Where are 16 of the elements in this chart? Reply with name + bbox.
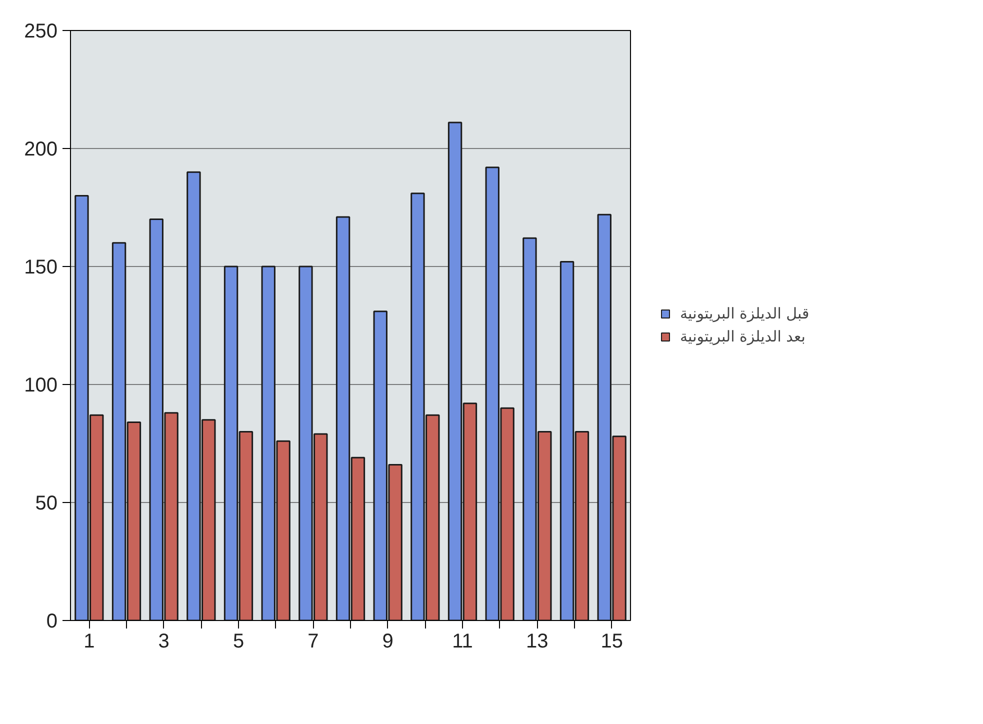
x-tick-label: 5 <box>232 630 244 652</box>
x-tick-label: 3 <box>158 630 170 652</box>
x-tick-label: 11 <box>452 630 473 652</box>
x-tick-label: 1 <box>84 630 95 652</box>
x-tick-label: 9 <box>382 630 394 652</box>
y-tick-label: 200 <box>24 138 58 160</box>
y-tick-label: 50 <box>35 492 58 514</box>
legend-label: قبل الديلزة البريتونية <box>680 304 810 322</box>
y-tick-label: 250 <box>24 20 58 42</box>
x-tick-label: 13 <box>526 630 548 652</box>
y-tick-label: 150 <box>24 256 58 278</box>
x-tick-label: 15 <box>600 630 623 652</box>
y-tick-label: 100 <box>24 374 58 396</box>
y-tick-label: 0 <box>46 610 58 632</box>
x-tick-label: 7 <box>308 630 319 652</box>
legend-label: بعد الديلزة البريتونية <box>680 328 806 346</box>
